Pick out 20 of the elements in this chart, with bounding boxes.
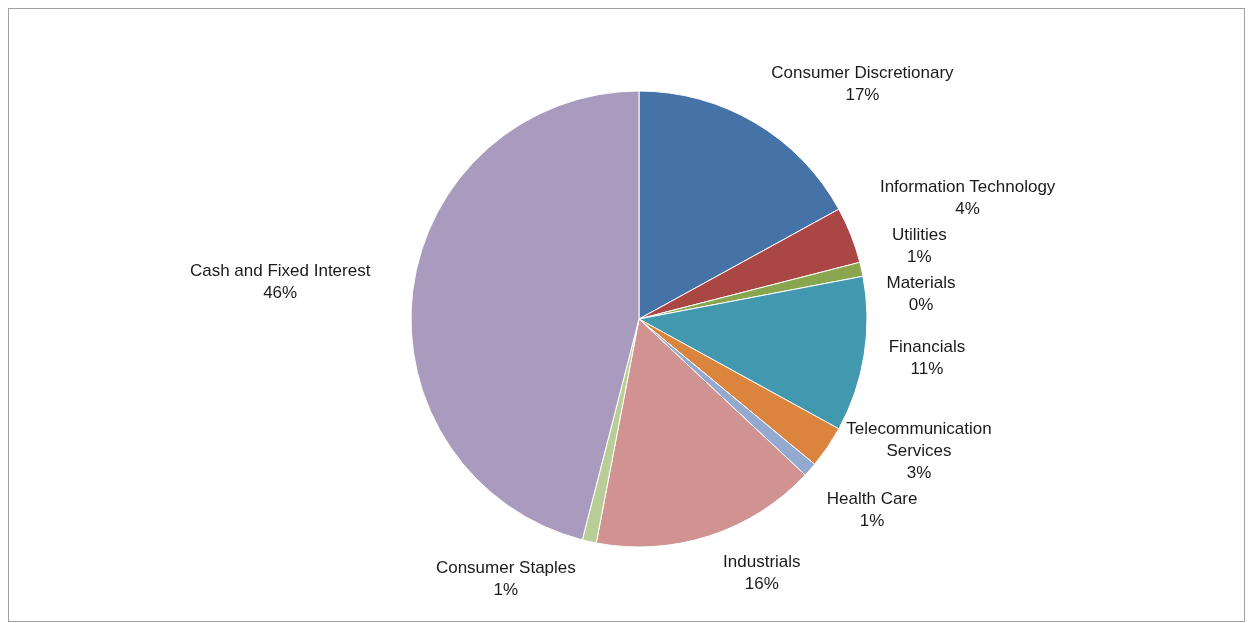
data-label: 1% (493, 580, 519, 600)
data-label: 3% (906, 463, 932, 483)
data-label: 17% (845, 84, 880, 104)
slice-label: Utilities (891, 225, 947, 245)
data-label: 16% (744, 573, 779, 593)
data-label: 46% (263, 283, 298, 303)
data-label: 11% (910, 359, 944, 379)
slice-label: Telecommunication Services (846, 419, 992, 461)
slice-label: Financials (888, 337, 966, 357)
text: 0% (908, 295, 934, 315)
slice-label: Information Technology (879, 177, 1056, 197)
data-label: 1% (907, 247, 932, 267)
slice-label: Health Care (826, 489, 918, 509)
slice-label: Consumer Discretionary (771, 62, 955, 82)
data-label: 4% (955, 199, 980, 219)
data-label: 1% (859, 511, 885, 531)
slice-label: Consumer Staples (435, 558, 576, 578)
slice-label: Industrials (723, 551, 801, 571)
slice-label: Cash and Fixed Interest (189, 261, 371, 281)
category-label: Materials (886, 273, 956, 293)
